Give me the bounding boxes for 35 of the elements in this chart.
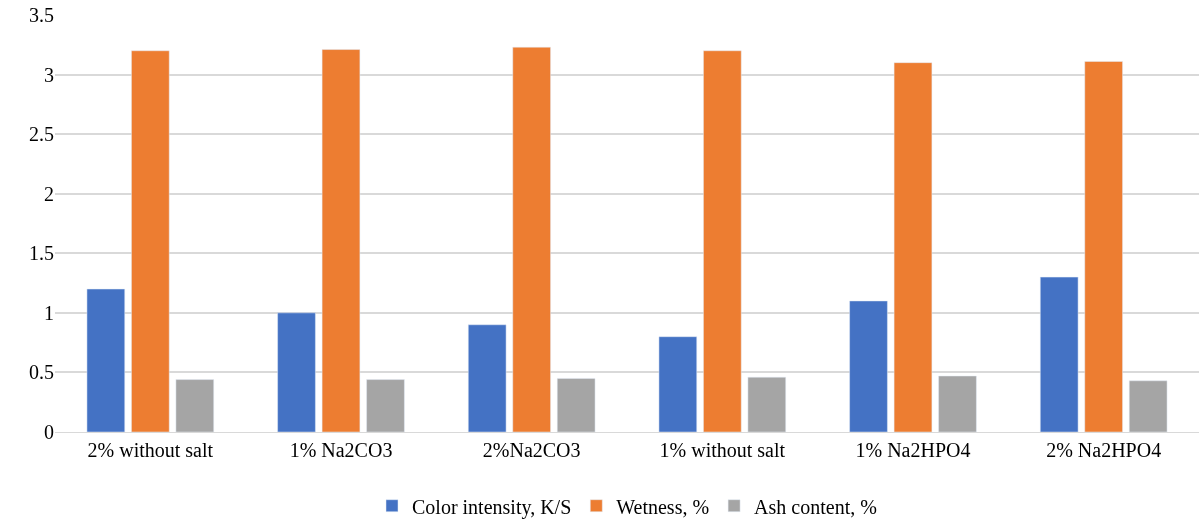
- x-tick-label: 1% Na2HPO4: [855, 439, 971, 461]
- legend-label: Color intensity, K/S: [412, 495, 572, 519]
- bar: [703, 50, 742, 432]
- bar: [1129, 380, 1168, 432]
- y-tick-label: 3.5: [29, 4, 54, 26]
- bar: [86, 288, 125, 432]
- bar: [893, 62, 933, 432]
- y-tick-label: 2: [44, 182, 54, 205]
- bar: [175, 379, 214, 432]
- bar: [658, 336, 697, 432]
- x-tick-label: 2%Na2CO3: [482, 439, 581, 461]
- y-tick-label: 1: [44, 301, 54, 324]
- bar: [512, 46, 551, 432]
- bar: [1040, 276, 1079, 432]
- bar: [321, 49, 361, 432]
- bar: [747, 376, 786, 432]
- bar: [1084, 61, 1123, 432]
- y-tick-label: 2.5: [29, 123, 54, 146]
- bar: [557, 378, 596, 432]
- legend-label: Ash content, %: [754, 495, 877, 518]
- bar: [366, 379, 405, 432]
- legend-label: Wetness, %: [616, 495, 710, 518]
- bar: [277, 312, 316, 432]
- y-tick-label: 0.5: [29, 361, 54, 384]
- bar: [468, 324, 507, 432]
- x-tick-label: 2% Na2HPO4: [1046, 439, 1162, 461]
- x-tick-label: 2% without salt: [87, 439, 214, 461]
- bar: [938, 375, 977, 432]
- y-tick-label: 1.5: [29, 242, 54, 265]
- y-tick-label: 0: [44, 421, 54, 443]
- bar: [849, 300, 888, 432]
- bar: [131, 50, 170, 432]
- x-tick-label: 1% Na2CO3: [289, 439, 393, 461]
- x-tick-label: 1% without salt: [659, 439, 786, 461]
- y-tick-label: 3: [44, 63, 54, 86]
